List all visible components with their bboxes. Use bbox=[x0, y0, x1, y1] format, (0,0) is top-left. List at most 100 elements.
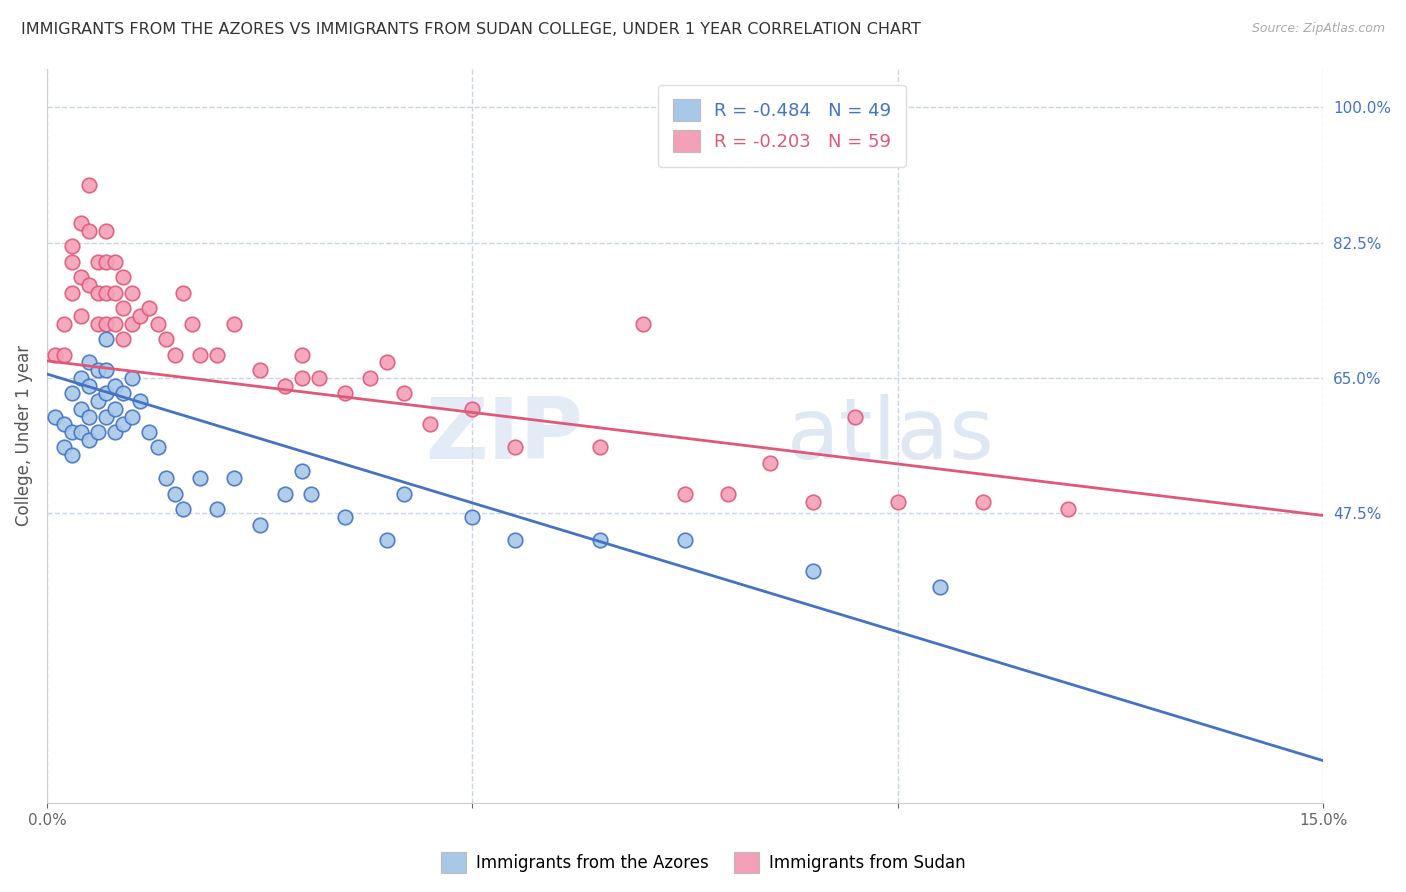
Point bbox=[589, 441, 612, 455]
Point bbox=[291, 371, 314, 385]
Point bbox=[419, 417, 441, 432]
Point bbox=[375, 355, 398, 369]
Point bbox=[112, 332, 135, 346]
Point bbox=[274, 378, 297, 392]
Point bbox=[222, 317, 245, 331]
Point bbox=[172, 285, 194, 300]
Point bbox=[461, 510, 484, 524]
Point bbox=[1057, 502, 1080, 516]
Point bbox=[79, 278, 101, 293]
Point bbox=[333, 510, 356, 524]
Y-axis label: College, Under 1 year: College, Under 1 year bbox=[15, 345, 32, 526]
Point bbox=[394, 487, 416, 501]
Point bbox=[138, 425, 160, 439]
Point bbox=[112, 417, 135, 432]
Point bbox=[375, 533, 398, 548]
Point bbox=[87, 285, 110, 300]
Point bbox=[394, 386, 416, 401]
Point bbox=[205, 502, 228, 516]
Point bbox=[844, 409, 866, 424]
Point bbox=[188, 471, 211, 485]
Point bbox=[112, 386, 135, 401]
Point bbox=[180, 317, 202, 331]
Point bbox=[87, 317, 110, 331]
Point bbox=[96, 386, 118, 401]
Point bbox=[79, 224, 101, 238]
Point bbox=[62, 255, 84, 269]
Text: ZIP: ZIP bbox=[425, 394, 583, 477]
Point bbox=[589, 533, 612, 548]
Point bbox=[172, 502, 194, 516]
Point bbox=[104, 255, 127, 269]
Point bbox=[62, 239, 84, 253]
Point bbox=[70, 270, 93, 285]
Text: atlas: atlas bbox=[787, 394, 995, 477]
Point bbox=[121, 409, 143, 424]
Point bbox=[138, 301, 160, 316]
Point bbox=[70, 401, 93, 416]
Point bbox=[79, 409, 101, 424]
Point bbox=[104, 317, 127, 331]
Point bbox=[801, 494, 824, 508]
Point bbox=[104, 401, 127, 416]
Point bbox=[759, 456, 782, 470]
Point bbox=[96, 317, 118, 331]
Point bbox=[146, 441, 169, 455]
Point bbox=[249, 363, 271, 377]
Point bbox=[104, 378, 127, 392]
Point bbox=[62, 285, 84, 300]
Point bbox=[929, 580, 952, 594]
Point bbox=[52, 348, 75, 362]
Point bbox=[44, 409, 66, 424]
Point bbox=[673, 533, 696, 548]
Point bbox=[155, 332, 177, 346]
Text: IMMIGRANTS FROM THE AZORES VS IMMIGRANTS FROM SUDAN COLLEGE, UNDER 1 YEAR CORREL: IMMIGRANTS FROM THE AZORES VS IMMIGRANTS… bbox=[21, 22, 921, 37]
Point bbox=[188, 348, 211, 362]
Legend: R = -0.484   N = 49, R = -0.203   N = 59: R = -0.484 N = 49, R = -0.203 N = 59 bbox=[658, 85, 905, 167]
Point bbox=[163, 348, 186, 362]
Point bbox=[70, 425, 93, 439]
Point bbox=[52, 417, 75, 432]
Point bbox=[121, 285, 143, 300]
Point bbox=[299, 487, 322, 501]
Point bbox=[121, 317, 143, 331]
Point bbox=[96, 409, 118, 424]
Point bbox=[96, 363, 118, 377]
Point bbox=[503, 441, 526, 455]
Point bbox=[52, 441, 75, 455]
Point bbox=[70, 309, 93, 323]
Point bbox=[79, 355, 101, 369]
Point bbox=[359, 371, 381, 385]
Point bbox=[801, 564, 824, 578]
Point bbox=[673, 487, 696, 501]
Point bbox=[87, 394, 110, 409]
Text: Source: ZipAtlas.com: Source: ZipAtlas.com bbox=[1251, 22, 1385, 36]
Point bbox=[62, 425, 84, 439]
Point bbox=[70, 216, 93, 230]
Point bbox=[274, 487, 297, 501]
Point bbox=[205, 348, 228, 362]
Point bbox=[104, 425, 127, 439]
Point bbox=[129, 394, 152, 409]
Point bbox=[163, 487, 186, 501]
Point bbox=[87, 425, 110, 439]
Point bbox=[503, 533, 526, 548]
Point bbox=[249, 517, 271, 532]
Point bbox=[62, 386, 84, 401]
Point bbox=[70, 371, 93, 385]
Point bbox=[129, 309, 152, 323]
Point bbox=[112, 301, 135, 316]
Point bbox=[79, 178, 101, 192]
Point bbox=[79, 378, 101, 392]
Point bbox=[717, 487, 740, 501]
Point bbox=[461, 401, 484, 416]
Point bbox=[96, 255, 118, 269]
Point bbox=[87, 363, 110, 377]
Point bbox=[87, 255, 110, 269]
Point bbox=[333, 386, 356, 401]
Point bbox=[96, 224, 118, 238]
Point bbox=[121, 371, 143, 385]
Point bbox=[62, 448, 84, 462]
Point bbox=[887, 494, 910, 508]
Point bbox=[96, 332, 118, 346]
